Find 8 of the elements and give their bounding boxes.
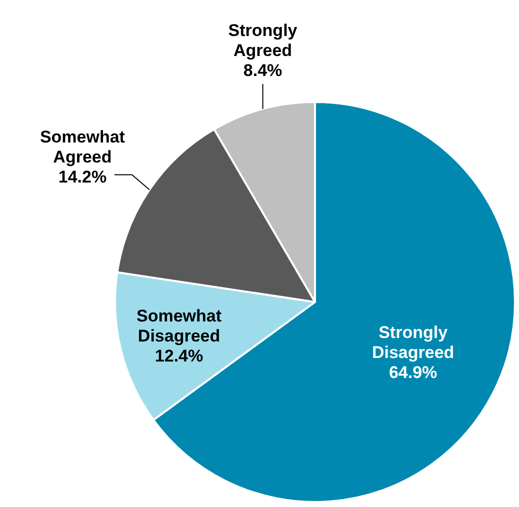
slice-label: Somewhat Disagreed [136, 306, 222, 346]
data-label: 14.2% [58, 168, 107, 187]
slice-label: Strongly Disagreed [372, 322, 454, 362]
slice-label: Somewhat Agreed [40, 128, 126, 167]
data-label: 64.9% [388, 362, 438, 382]
slice-label: Strongly Agreed [228, 20, 298, 60]
data-label: 12.4% [154, 346, 204, 366]
data-label: 8.4% [243, 60, 282, 80]
